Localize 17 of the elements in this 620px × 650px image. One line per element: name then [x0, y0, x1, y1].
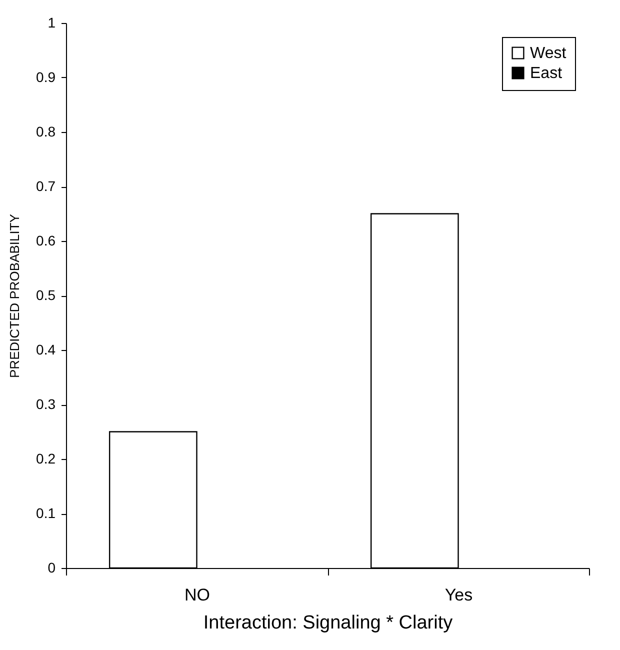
y-tick-label: 0.5 — [36, 287, 56, 303]
x-tick-label: NO — [184, 586, 210, 604]
x-tick-label: Yes — [444, 586, 473, 604]
y-tick-label: 0.6 — [36, 232, 56, 248]
y-tick-label: 0.2 — [36, 450, 56, 466]
y-tick-label: 1 — [48, 14, 56, 30]
y-tick-label: 0.7 — [36, 178, 56, 194]
y-tick-label: 0.3 — [36, 396, 56, 412]
y-tick-label: 0.4 — [36, 342, 56, 358]
legend-label: West — [530, 45, 567, 62]
y-tick-label: 0 — [48, 560, 56, 576]
legend-label: East — [530, 65, 563, 82]
x-axis-title: Interaction: Signaling * Clarity — [203, 612, 454, 634]
y-tick-label: 0.8 — [36, 124, 56, 140]
y-axis-title: PREDICTED PROBABILITY — [7, 214, 22, 378]
y-tick-label: 0.9 — [36, 69, 56, 85]
y-tick-label: 0.1 — [36, 505, 56, 521]
